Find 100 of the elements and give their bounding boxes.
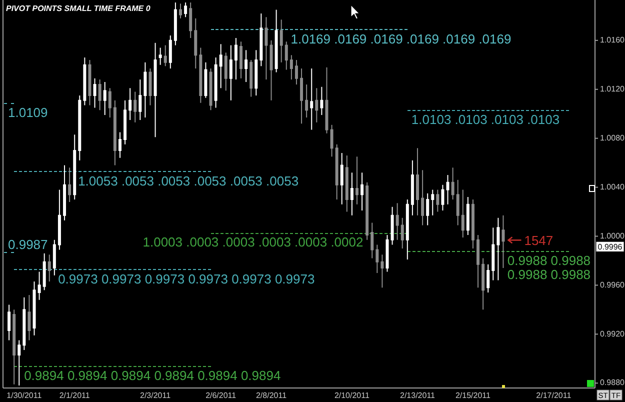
series-label: 0.9894 0.9894 0.9894 0.9894 0.9894 0.9894 — [24, 368, 281, 383]
candlestick — [426, 192, 430, 226]
candlestick — [486, 264, 490, 294]
candlestick — [194, 18, 198, 70]
candlestick — [345, 154, 348, 212]
x-tick-label: 2/15/2011 — [455, 391, 492, 400]
candlestick — [18, 340, 21, 386]
candlestick — [48, 254, 51, 282]
x-tick-label: 2/1/2011 — [59, 391, 90, 400]
candlestick — [98, 79, 102, 111]
x-tick-label: 2/8/2011 — [256, 391, 288, 400]
candlestick — [264, 16, 268, 80]
candlestick — [290, 54, 293, 80]
candlestick — [416, 148, 420, 216]
candlestick — [8, 304, 11, 341]
y-tick-label: 1.0120 — [600, 84, 625, 94]
candlestick — [360, 172, 364, 212]
candlestick — [380, 254, 384, 288]
series-label: 1.0053 .0053 .0053 .0053 .0053 .0053 — [78, 173, 299, 188]
candlestick — [52, 239, 56, 276]
candlestick — [386, 234, 389, 272]
candlestick — [274, 9, 278, 73]
candlestick — [461, 189, 464, 238]
x-tick-label: 2/3/2011 — [140, 391, 172, 400]
candlestick — [471, 199, 474, 249]
candlestick — [335, 144, 338, 200]
y-tick-label: 0.9920 — [600, 329, 625, 338]
x-tick-label: 2/17/2011 — [536, 391, 572, 400]
candlestick — [340, 152, 344, 205]
candlestick — [436, 189, 440, 212]
candlestick — [164, 44, 167, 67]
text: PIVOT POINTS SMALL TIME FRAME 0 — [6, 4, 151, 13]
y-tick-label: 1.0160 — [600, 36, 625, 44]
candlestick — [270, 40, 273, 101]
candlestick — [22, 296, 26, 351]
candlestick — [178, 3, 182, 19]
candlestick — [406, 199, 409, 260]
series-label: 1.0003 .0003 .0003 .0003 .0003 .0002 — [142, 234, 364, 250]
candlestick — [496, 217, 500, 281]
candlestick — [103, 82, 106, 116]
candlestick — [158, 47, 162, 66]
y-tick-label: 1.0000 — [600, 231, 625, 240]
annotation: 1547 — [524, 233, 554, 248]
candlestick — [240, 41, 243, 79]
candlestick — [184, 2, 188, 18]
x-tick-label: 2/13/2011 — [400, 391, 436, 400]
candlestick — [320, 86, 324, 116]
candlestick — [355, 156, 358, 205]
candlestick — [441, 184, 444, 212]
series-label: 1.0109 — [8, 104, 48, 120]
candlestick — [250, 59, 253, 98]
candlestick — [189, 2, 192, 38]
y-tick-label: 1.0040 — [600, 182, 625, 192]
candlestick — [305, 84, 308, 118]
series-label: 0.9988 0.9988 0.9988 0.9988 — [507, 252, 591, 282]
candlestick — [431, 189, 434, 216]
candlestick — [63, 164, 66, 221]
candlestick — [410, 160, 414, 216]
candlestick — [118, 132, 122, 158]
candlestick — [284, 41, 288, 70]
candlestick — [446, 174, 450, 205]
y-tick-label: 0.9960 — [600, 280, 625, 290]
candlestick — [502, 214, 505, 269]
candlestick — [482, 258, 485, 310]
candlestick — [400, 217, 404, 249]
candlestick — [421, 170, 424, 226]
candlestick — [390, 206, 394, 246]
candlestick — [209, 68, 212, 111]
candlestick — [466, 196, 470, 236]
candlestick — [199, 47, 202, 104]
candlestick — [214, 57, 218, 108]
x-tick-label: 2/6/2011 — [206, 391, 237, 400]
candlestick — [492, 227, 495, 281]
candlestick — [108, 88, 112, 118]
candlestick — [88, 59, 92, 106]
candlestick — [456, 179, 460, 226]
candlestick — [224, 52, 228, 92]
candlestick — [38, 271, 41, 300]
candlestick — [254, 50, 258, 96]
candlestick — [370, 222, 374, 259]
candlestick — [310, 68, 314, 130]
candlestick — [229, 44, 232, 101]
candlestick — [376, 244, 379, 274]
candlestick — [350, 172, 354, 216]
candlestick — [68, 167, 72, 202]
candlestick — [28, 294, 31, 341]
candlestick — [219, 44, 222, 89]
candlestick — [174, 2, 177, 46]
candlestick — [148, 68, 152, 106]
candlestick — [280, 19, 283, 63]
series-label: 0.9973 0.9973 0.9973 0.9973 0.9973 0.9973 — [58, 271, 315, 286]
series-label: 0.9987 — [8, 237, 48, 252]
candlestick — [73, 134, 76, 200]
candlestick — [144, 62, 147, 118]
candlestick — [451, 167, 454, 200]
candlestick — [300, 68, 304, 124]
candlestick — [325, 66, 328, 134]
candlestick — [134, 91, 137, 123]
candlestick — [58, 189, 61, 250]
candlestick — [234, 37, 238, 80]
